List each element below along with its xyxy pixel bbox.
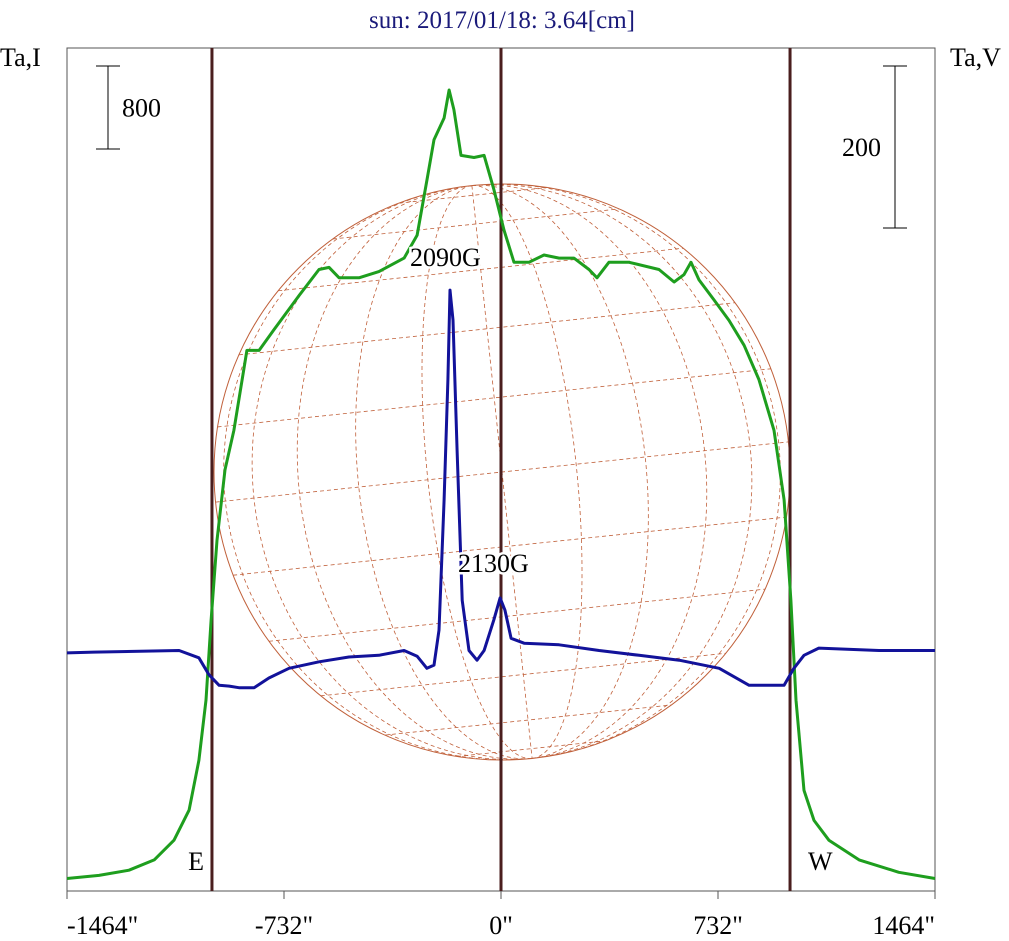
y-axis-label: Ta,I — [0, 43, 41, 72]
scale-bar-label: 200 — [842, 133, 881, 162]
sun-parallel — [217, 368, 771, 428]
scale-bar-label: 800 — [122, 94, 161, 123]
x-tick-label: 732" — [693, 911, 743, 940]
sun-meridian — [421, 185, 533, 759]
series-line — [66, 88, 936, 880]
sun-meridian — [355, 185, 533, 760]
sun-meridian — [471, 183, 781, 759]
x-tick-label: -1464" — [67, 911, 138, 940]
y2-axis-label: Ta,V — [950, 43, 1001, 72]
chart-title: sun: 2017/01/18: 3.64[cm] — [369, 7, 635, 34]
sun-meridian — [296, 185, 533, 760]
sun-parallel — [233, 516, 787, 576]
x-tick-label: 0" — [489, 911, 513, 940]
limb-label: W — [808, 847, 833, 876]
x-tick-label: -732" — [255, 911, 313, 940]
sun-parallel — [238, 302, 736, 356]
x-tick-label: 1464" — [872, 911, 935, 940]
sun-meridian — [471, 184, 649, 759]
sun-parallel — [320, 652, 726, 697]
sun-parallel — [278, 247, 684, 292]
sun-meridian — [471, 184, 753, 759]
sun-parallel — [332, 208, 620, 240]
limb-label: E — [188, 847, 204, 876]
series-line — [66, 288, 935, 690]
annotation: 2090G — [410, 243, 481, 272]
sun-parallel — [268, 588, 766, 642]
annotation: 2130G — [458, 549, 529, 578]
sun-parallel — [456, 740, 606, 757]
sun-meridian — [471, 185, 583, 759]
sun-parallel — [384, 704, 672, 736]
